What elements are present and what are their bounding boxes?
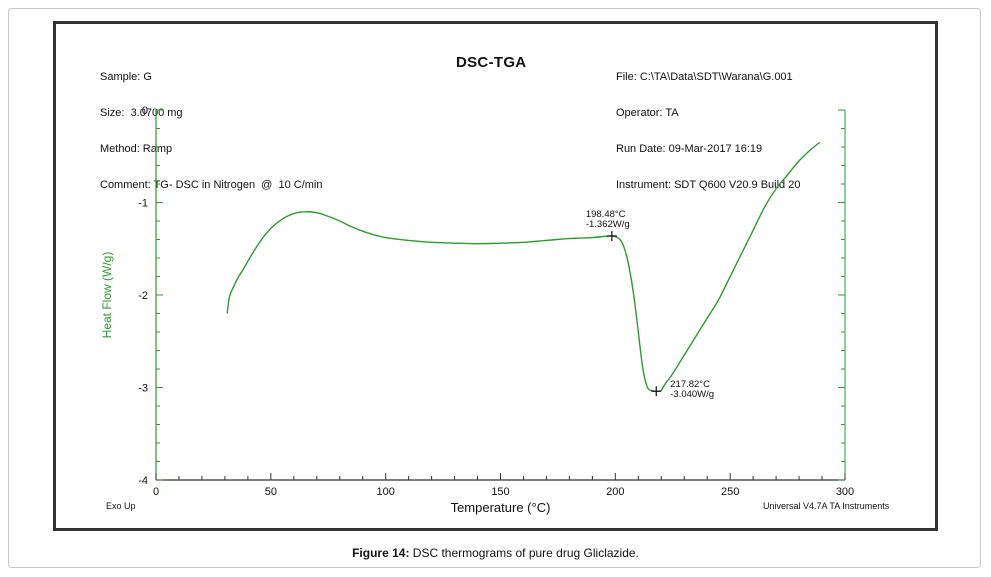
sample-info-line: Sample: G xyxy=(100,71,152,83)
chart-panel: Sample: G Size: 3.0700 mg Method: Ramp C… xyxy=(53,21,938,531)
y-tick-label: -3 xyxy=(138,383,148,395)
x-tick-label: 300 xyxy=(836,486,854,498)
run-info-line: Instrument: SDT Q600 V20.9 Build 20 xyxy=(616,179,801,191)
caption-label: Figure 14: xyxy=(352,546,410,560)
y-tick-label: -2 xyxy=(138,290,148,302)
x-tick-label: 0 xyxy=(153,486,159,498)
heat-flow-curve xyxy=(226,141,821,393)
run-info: File: C:\TA\Data\SDT\Warana\G.001 Operat… xyxy=(616,47,800,215)
run-info-line: Run Date: 09-Mar-2017 16:19 xyxy=(616,143,763,155)
software-label: Universal V4.7A TA Instruments xyxy=(763,501,890,511)
annotation-label: 198.48°C xyxy=(586,209,626,220)
annotation-label: 217.82°C xyxy=(670,379,710,390)
x-axis-label: Temperature (°C) xyxy=(451,500,551,515)
exo-up-label: Exo Up xyxy=(106,501,136,511)
dsc-plot: 0 -1 -2 -3 -4 0 50 100 150 200 250 300 Temperature (… xyxy=(100,105,854,515)
y-tick-label: -1 xyxy=(138,198,148,210)
x-tick-label: 100 xyxy=(376,486,394,498)
chart-title: DSC-TGA xyxy=(456,54,527,71)
figure-caption: Figure 14: DSC thermograms of pure drug … xyxy=(0,546,991,560)
run-info-line: File: C:\TA\Data\SDT\Warana\G.001 xyxy=(616,71,793,83)
x-tick-label: 50 xyxy=(265,486,277,498)
caption-text: DSC thermograms of pure drug Gliclazide. xyxy=(409,546,639,560)
y-axis-label: Heat Flow (W/g) xyxy=(100,252,114,339)
run-info-line: Operator: TA xyxy=(616,107,679,119)
figure-frame xyxy=(8,8,981,568)
x-tick-label: 150 xyxy=(491,486,509,498)
x-tick-label: 250 xyxy=(721,486,739,498)
sample-info-line: Method: Ramp xyxy=(100,143,173,155)
sample-info: Sample: G Size: 3.0700 mg Method: Ramp C… xyxy=(100,47,322,215)
y-tick-label: 0 xyxy=(142,105,148,117)
y-tick-label: -4 xyxy=(138,475,148,487)
annotation-label: -3.040W/g xyxy=(670,389,714,400)
x-tick-label: 200 xyxy=(606,486,624,498)
sample-info-line: Comment: TG- DSC in Nitrogen @ 10 C/min xyxy=(100,179,323,191)
annotation-label: -1.362W/g xyxy=(586,219,630,230)
